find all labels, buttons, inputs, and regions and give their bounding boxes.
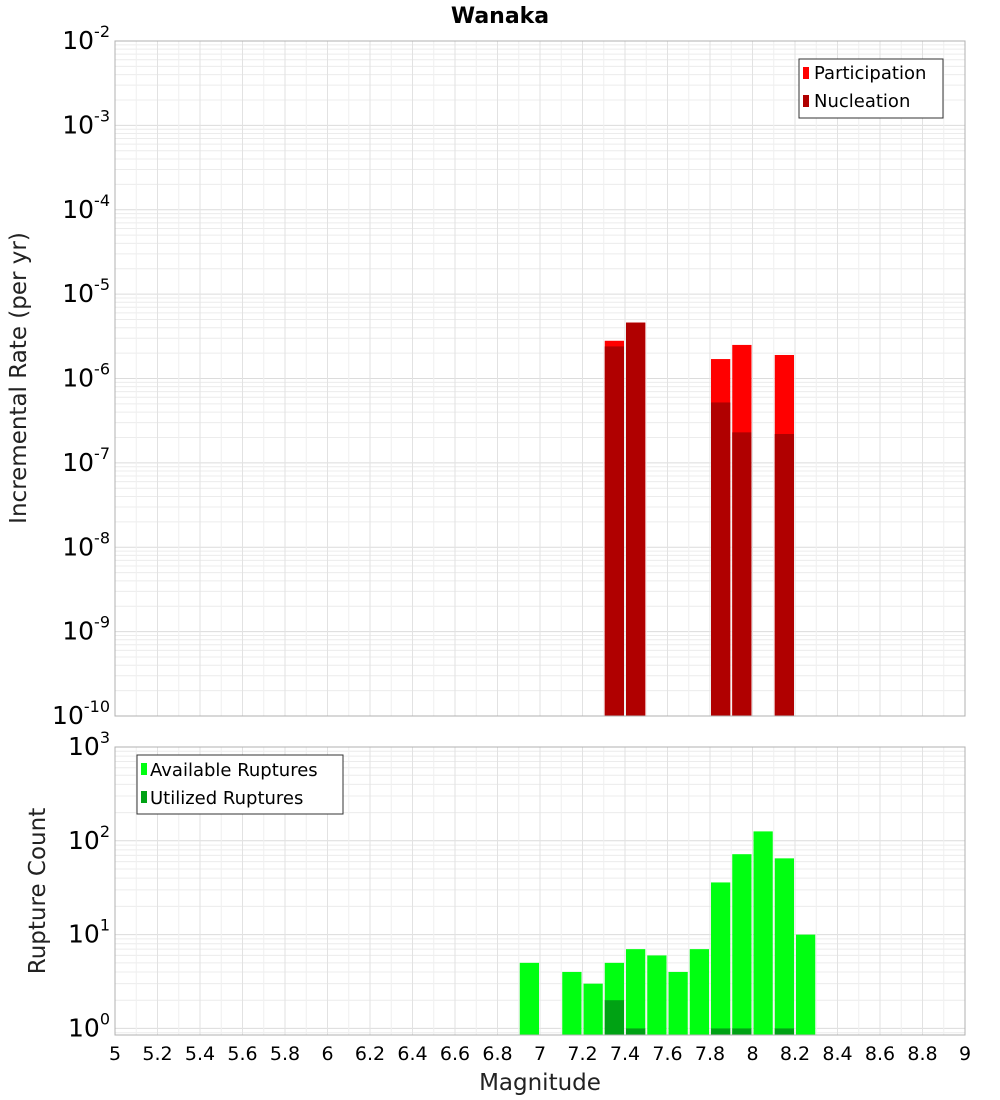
count-bar-available-ruptures (774, 858, 794, 1035)
count-bar-utilized-ruptures (626, 1028, 646, 1035)
chart-title: Wanaka (451, 4, 549, 29)
rate-y-tick-label: 10-10 (52, 697, 110, 730)
available-legend-swatch (141, 763, 147, 775)
count-y-tick-label: 100 (68, 1009, 110, 1042)
count-y-tick-label: 102 (68, 822, 110, 855)
rate-y-tick-label: 10-9 (62, 613, 110, 646)
x-tick-label: 8.8 (907, 1043, 937, 1065)
x-axis-title: Magnitude (479, 1070, 601, 1096)
rate-y-tick-label: 10-6 (62, 360, 110, 393)
rate-y-tick-label: 10-8 (62, 528, 110, 561)
count-y-tick-label: 103 (68, 728, 110, 761)
rate-plot-frame (114, 40, 966, 717)
x-tick-label: 8.6 (865, 1043, 895, 1065)
x-tick-label: 8.2 (780, 1043, 810, 1065)
x-tick-label: 7.8 (695, 1043, 725, 1065)
participation-legend-swatch (803, 67, 809, 79)
rate-y-ticks: 10-10 10-9 10-8 10-7 10-6 10-5 10-4 10-3 10-2 (52, 22, 110, 730)
x-tick-label: 5.6 (227, 1043, 257, 1065)
x-tick-label: 5.4 (185, 1043, 215, 1065)
rate-y-tick-label: 10-3 (62, 106, 110, 139)
count-bar-available-ruptures (647, 955, 667, 1035)
x-tick-label: 6 (321, 1043, 333, 1065)
count-bar-available-ruptures (626, 949, 646, 1035)
count-bar-utilized-ruptures (711, 1028, 731, 1035)
nucleation-legend-swatch (803, 95, 809, 107)
count-bar-utilized-ruptures (604, 1000, 624, 1035)
count-y-axis-title: Rupture Count (25, 808, 51, 974)
x-tick-label: 6.6 (440, 1043, 470, 1065)
count-legend: Available Ruptures Utilized Ruptures (136, 754, 344, 815)
count-bar-available-ruptures (562, 971, 582, 1035)
count-bar-utilized-ruptures (732, 1028, 752, 1035)
rate-panel: 10-10 10-9 10-8 10-7 10-6 10-5 10-4 10-3 10-2 In… (6, 22, 966, 730)
count-bar-utilized-ruptures (774, 1028, 794, 1035)
available-legend-label: Available Ruptures (150, 760, 318, 781)
x-tick-label: 7.4 (610, 1043, 640, 1065)
count-y-tick-label: 101 (68, 916, 110, 949)
count-bar-available-ruptures (711, 882, 731, 1035)
count-bar-available-ruptures (732, 854, 752, 1035)
count-panel: 100 101 102 103 Rupture Count Available Rup… (25, 728, 971, 1096)
rate-bars (604, 322, 794, 716)
utilized-legend-swatch (141, 791, 147, 803)
rate-bar-nucleation (626, 322, 646, 716)
participation-legend-label: Participation (814, 63, 926, 84)
rate-legend-box (798, 58, 944, 119)
x-ticks: 5 5.2 5.4 5.6 5.8 6 6.2 6.4 6.6 6.8 7 7.2 7.4 7.6 7.8 8… (109, 1043, 971, 1065)
utilized-legend-label: Utilized Ruptures (150, 788, 303, 809)
rate-y-tick-label: 10-7 (62, 444, 110, 477)
count-legend-box (136, 754, 344, 815)
x-tick-label: 6.8 (482, 1043, 512, 1065)
rate-bar-nucleation (774, 433, 794, 716)
count-bar-available-ruptures (689, 949, 709, 1035)
count-plot-frame (114, 746, 966, 1036)
count-bar-available-ruptures (668, 971, 688, 1035)
count-bar-available-ruptures (753, 831, 773, 1035)
x-tick-label: 7.2 (567, 1043, 597, 1065)
count-y-ticks: 100 101 102 103 (68, 728, 110, 1042)
count-bar-available-ruptures (583, 983, 603, 1035)
x-tick-label: 6.4 (397, 1043, 427, 1065)
x-tick-label: 8 (746, 1043, 758, 1065)
rate-y-axis-title: Incremental Rate (per yr) (6, 232, 32, 524)
count-bars (519, 831, 816, 1035)
count-bar-available-ruptures (519, 962, 539, 1035)
rate-bar-nucleation (604, 346, 624, 716)
x-tick-label: 5.8 (270, 1043, 300, 1065)
nucleation-legend-label: Nucleation (814, 91, 910, 112)
rate-bar-nucleation (732, 432, 752, 716)
rate-y-tick-label: 10-4 (62, 191, 110, 224)
x-tick-label: 9 (959, 1043, 971, 1065)
rate-grid (114, 41, 966, 717)
x-tick-label: 7.6 (652, 1043, 682, 1065)
count-bar-available-ruptures (796, 934, 816, 1035)
x-tick-label: 5 (109, 1043, 121, 1065)
x-tick-label: 6.2 (355, 1043, 385, 1065)
rate-bar-nucleation (711, 402, 731, 716)
x-tick-label: 5.2 (142, 1043, 172, 1065)
x-tick-label: 8.4 (822, 1043, 852, 1065)
x-tick-label: 7 (534, 1043, 546, 1065)
rate-legend: Participation Nucleation (798, 58, 944, 119)
rate-y-tick-label: 10-2 (62, 22, 110, 55)
rate-y-tick-label: 10-5 (62, 275, 110, 308)
